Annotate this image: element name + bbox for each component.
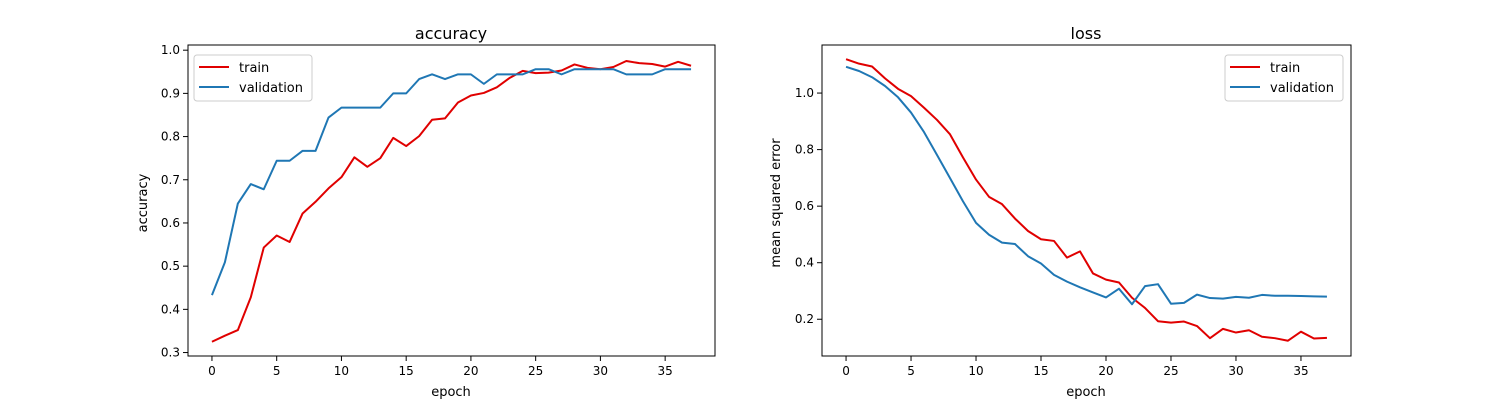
accuracy-y-tick-label: 0.6 xyxy=(161,216,180,230)
loss-x-tick-label: 20 xyxy=(1098,364,1113,378)
loss-y-tick-label: 1.0 xyxy=(795,86,814,100)
loss-x-tick-label: 5 xyxy=(907,364,915,378)
accuracy-x-tick-label: 15 xyxy=(399,364,414,378)
accuracy-chart-xlabel: epoch xyxy=(431,385,471,400)
accuracy-series-validation xyxy=(211,68,692,296)
loss-chart-ylabel: mean squared error xyxy=(769,138,784,268)
accuracy-chart-title: accuracy xyxy=(415,24,487,43)
accuracy-y-tick-label: 0.9 xyxy=(161,86,180,100)
accuracy-y-tick-label: 0.7 xyxy=(161,173,180,187)
loss-x-tick-label: 35 xyxy=(1293,364,1308,378)
loss-chart-xlabel: epoch xyxy=(1066,385,1106,400)
loss-series-train xyxy=(845,58,1327,342)
accuracy-x-tick-label: 30 xyxy=(593,364,608,378)
loss-x-tick-label: 30 xyxy=(1228,364,1243,378)
accuracy-y-tick-label: 0.5 xyxy=(161,259,180,273)
legend-label-validation: validation xyxy=(239,81,303,96)
loss-y-tick-label: 0.4 xyxy=(795,256,814,270)
loss-chart-plot-area: 0 5 10 15 20 25 30 35 0.2 0.4 0.6 0.8 1.0 xyxy=(795,44,1352,378)
accuracy-axes-frame xyxy=(187,44,716,357)
accuracy-x-tick-label: 10 xyxy=(334,364,349,378)
accuracy-x-tick-label: 25 xyxy=(528,364,543,378)
loss-x-tick-label: 25 xyxy=(1163,364,1178,378)
accuracy-y-tick-label: 0.8 xyxy=(161,130,180,144)
legend-label-train: train xyxy=(239,61,269,76)
accuracy-x-tick-label: 35 xyxy=(658,364,673,378)
loss-series-validation xyxy=(845,65,1327,306)
accuracy-y-tick-label: 0.4 xyxy=(161,302,180,316)
accuracy-y-tick-label: 0.3 xyxy=(161,346,180,360)
legend-label-train: train xyxy=(1270,61,1300,76)
loss-y-tick-label: 0.2 xyxy=(795,312,814,326)
accuracy-series-train xyxy=(211,59,692,343)
loss-y-tick-label: 0.6 xyxy=(795,199,814,213)
accuracy-y-tick-label: 1.0 xyxy=(161,43,180,57)
loss-chart-title: loss xyxy=(1071,24,1102,43)
loss-x-tick-label: 15 xyxy=(1033,364,1048,378)
accuracy-x-tick-label: 5 xyxy=(273,364,281,378)
legend-label-validation: validation xyxy=(1270,81,1334,96)
loss-chart-panel: loss mean squared error epoch 0 5 10 15 20 25… xyxy=(769,24,1352,400)
accuracy-chart-ylabel: accuracy xyxy=(136,173,151,232)
loss-y-tick-label: 0.8 xyxy=(795,143,814,157)
accuracy-chart-plot-area: 0 5 10 15 20 25 30 35 0.3 0.4 0.5 0.6 0.7 0.8 0.9 1.0 xyxy=(161,43,716,378)
loss-x-tick-label: 0 xyxy=(842,364,850,378)
loss-chart-legend: train validation xyxy=(1224,54,1344,102)
accuracy-chart-panel: accuracy accuracy epoch 0 5 10 15 20 25 30 35 0.… xyxy=(136,24,716,400)
accuracy-x-tick-label: 20 xyxy=(463,364,478,378)
accuracy-chart-legend: train validation xyxy=(193,54,313,102)
accuracy-x-tick-label: 0 xyxy=(208,364,216,378)
loss-x-tick-label: 10 xyxy=(968,364,983,378)
loss-axes-frame xyxy=(821,44,1352,357)
